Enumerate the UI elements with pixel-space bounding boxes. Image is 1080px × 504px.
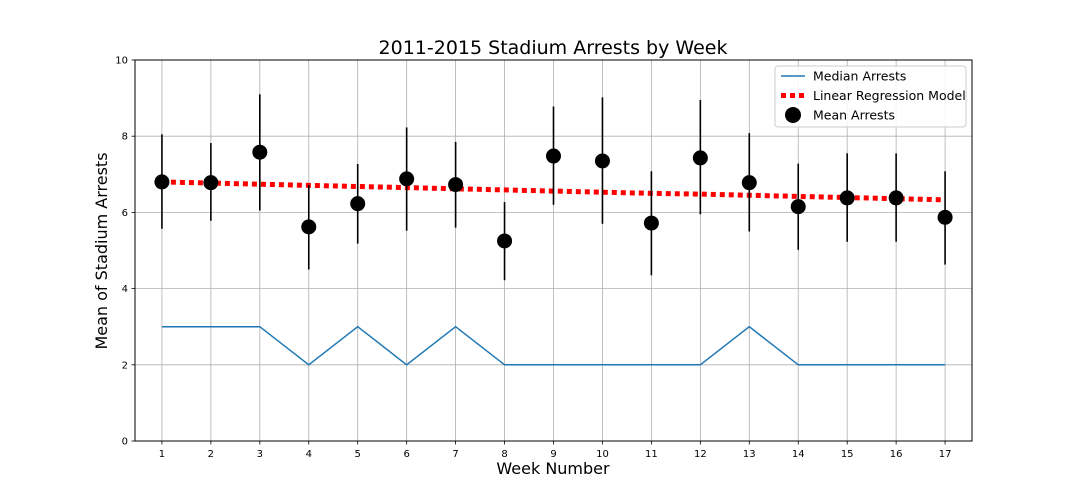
mean-point	[301, 219, 317, 235]
mean-point	[154, 174, 170, 190]
x-tick-label: 12	[694, 449, 707, 460]
mean-point	[350, 196, 366, 212]
x-axis-title: Week Number	[496, 459, 610, 478]
chart-title: 2011-2015 Stadium Arrests by Week	[379, 37, 728, 59]
x-tick-label: 11	[645, 449, 658, 460]
x-tick-label: 17	[939, 449, 952, 460]
mean-point	[790, 199, 806, 215]
mean-point	[937, 209, 953, 225]
mean-point	[448, 177, 464, 193]
mean-point	[741, 175, 757, 191]
y-axis-title: Mean of Stadium Arrests	[92, 152, 111, 349]
mean-point	[839, 190, 855, 206]
mean-point	[252, 144, 268, 160]
mean-point	[643, 215, 659, 231]
legend-regression-label: Linear Regression Model	[813, 88, 966, 103]
x-tick-label: 8	[501, 449, 507, 460]
x-tick-label: 3	[257, 449, 263, 460]
mean-series	[154, 144, 953, 249]
x-tick-label: 13	[743, 449, 756, 460]
mean-point	[203, 175, 219, 191]
mean-point	[888, 190, 904, 206]
legend-frame	[774, 65, 967, 128]
y-tick-label: 10	[115, 56, 128, 67]
x-tick-label: 14	[792, 449, 805, 460]
legend-mean-swatch	[785, 107, 801, 123]
mean-point	[692, 150, 708, 166]
legend: Median Arrests Linear Regression Model M…	[774, 65, 967, 128]
legend-median-label: Median Arrests	[813, 69, 906, 84]
mean-point	[594, 153, 610, 169]
legend-mean-label: Mean Arrests	[813, 108, 895, 123]
x-tick-label: 15	[841, 449, 854, 460]
y-tick-label: 6	[122, 208, 128, 219]
y-tick-label: 8	[122, 132, 128, 143]
y-tick-label: 2	[122, 360, 128, 371]
x-tick-label: 4	[306, 449, 312, 460]
median-series	[161, 325, 946, 366]
x-tick-label: 2	[208, 449, 214, 460]
mean-point	[546, 148, 561, 164]
x-tick-label: 9	[550, 449, 556, 460]
x-tick-label: 1	[159, 449, 165, 460]
x-tick-label: 6	[403, 449, 409, 460]
x-tick-label: 5	[355, 449, 361, 460]
x-tick-label: 10	[596, 449, 609, 460]
x-tick-label: 7	[452, 449, 458, 460]
y-tick-label: 4	[122, 284, 128, 295]
x-tick-label: 16	[890, 449, 903, 460]
mean-point	[399, 171, 415, 187]
y-tick-label: 0	[122, 437, 128, 448]
mean-point	[497, 233, 513, 249]
median-line	[161, 325, 946, 366]
